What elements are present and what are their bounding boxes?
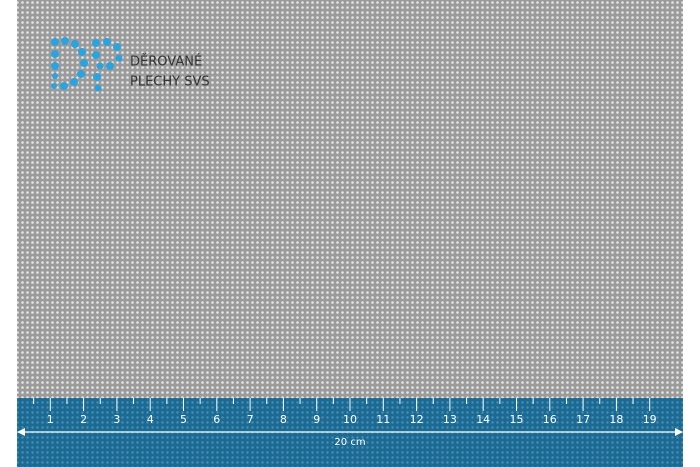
ruler-number: 18 xyxy=(609,413,623,426)
ruler-number: 6 xyxy=(213,413,220,426)
ruler-number: 7 xyxy=(247,413,254,426)
ruler-number: 1 xyxy=(47,413,54,426)
ruler: 1 2 3 4 5 6 7 8 9 10 11 12 13 14 15 16 17 18 19 xyxy=(33,398,657,426)
ruler-number: 9 xyxy=(313,413,320,426)
ruler-number: 16 xyxy=(543,413,557,426)
ruler-number: 17 xyxy=(576,413,590,426)
ruler-number: 5 xyxy=(180,413,187,426)
ruler-number: 12 xyxy=(410,413,424,426)
ruler-number: 13 xyxy=(443,413,457,426)
ruler-number: 4 xyxy=(147,413,154,426)
logo-line2: PLECHY SVS xyxy=(130,75,210,90)
ruler-number: 15 xyxy=(510,413,524,426)
ruler-number: 10 xyxy=(343,413,357,426)
logo-line1: DĚROVANÉ xyxy=(130,54,202,70)
ruler-number: 14 xyxy=(476,413,490,426)
ruler-number: 2 xyxy=(80,413,87,426)
perforated-sheet xyxy=(17,0,683,398)
ruler-number: 8 xyxy=(280,413,287,426)
logo-mark xyxy=(51,37,123,92)
ruler-number: 19 xyxy=(643,413,657,426)
ruler-number: 11 xyxy=(376,413,390,426)
ruler-number: 3 xyxy=(113,413,120,426)
length-label: 20 cm xyxy=(334,437,365,448)
